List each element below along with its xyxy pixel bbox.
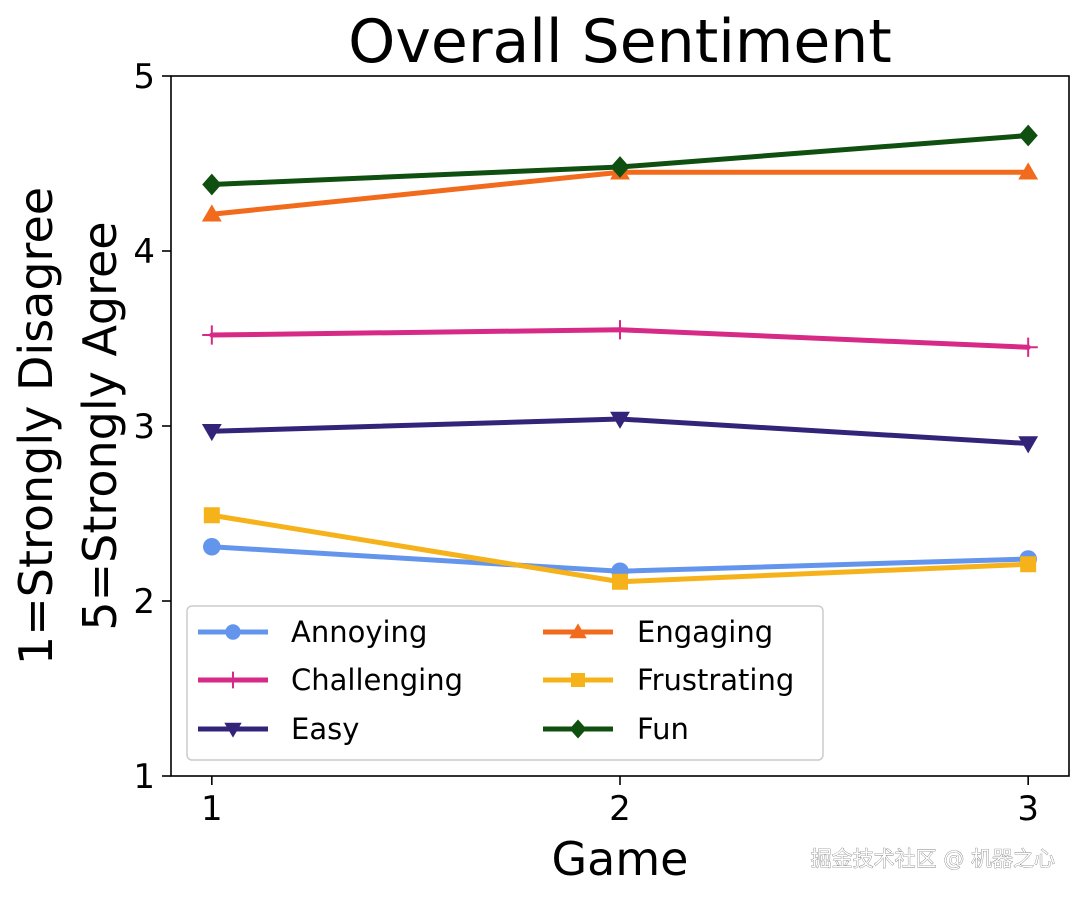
legend-label-challenging: Challenging [291,663,463,697]
data-point-frustrating [203,507,220,524]
legend-marker-engaging [569,623,587,639]
legend-label-annoying: Annoying [291,615,427,649]
x-tick-label: 2 [609,789,631,829]
y-tick-label: 4 [133,232,155,272]
y-axis: 1 2 3 4 5 [133,57,171,797]
chart-title: Overall Sentiment [348,7,892,77]
series-layer [201,124,1039,590]
data-point-easy [610,411,630,429]
y-tick-label: 2 [133,582,155,622]
legend: Annoying Challenging Easy Engaging Frustrati… [186,605,824,761]
data-point-challenging [610,320,630,340]
series-easy [201,411,1039,454]
data-point-frustrating [612,573,628,590]
legend-label-engaging: Engaging [637,615,773,649]
x-axis: 1 2 3 [201,776,1039,829]
legend-marker-easy [224,722,242,738]
data-point-fun [202,173,222,196]
series-frustrating [203,507,1037,590]
legend-item-challenging: Challenging [198,663,463,697]
legend-item-frustrating: Frustrating [543,663,794,697]
data-point-engaging [1018,162,1039,180]
legend-item-fun: Fun [543,712,689,746]
y-tick-label: 3 [133,407,155,447]
legend-item-easy: Easy [198,712,359,746]
legend-label-fun: Fun [637,712,689,746]
legend-marker-challenging [224,671,242,689]
series-annoying [203,537,1037,581]
x-axis-label: Game [552,832,689,886]
data-point-easy [1018,436,1039,454]
y-tick-label: 5 [133,57,155,97]
series-fun [202,124,1038,196]
legend-label-frustrating: Frustrating [637,663,794,697]
data-point-fun [1018,124,1038,147]
data-point-challenging [202,325,222,345]
data-point-fun [610,156,630,178]
legend-label-easy: Easy [291,712,359,746]
legend-marker-frustrating [571,673,585,687]
data-point-frustrating [1020,556,1037,573]
legend-marker-annoying [225,624,241,640]
y-tick-label: 1 [133,757,155,797]
data-point-annoying [203,537,221,556]
legend-item-engaging: Engaging [543,615,773,649]
y-axis-label-line-2: 5=Strongly Agree [73,221,127,630]
data-point-challenging [1018,337,1038,357]
y-axis-label-line-1: 1=Strongly Disagree [9,187,63,665]
x-tick-label: 1 [201,789,223,829]
legend-frame [186,605,824,761]
legend-item-annoying: Annoying [198,615,427,649]
legend-marker-fun [569,719,587,739]
data-point-engaging [201,204,222,222]
y-axis-label: 1=Strongly Disagree 5=Strongly Agree [9,187,127,665]
series-challenging [202,320,1038,357]
watermark-text: 掘金技术社区 @ 机器之心 [811,847,1055,871]
data-point-easy [201,424,222,442]
x-tick-label: 3 [1017,789,1039,829]
